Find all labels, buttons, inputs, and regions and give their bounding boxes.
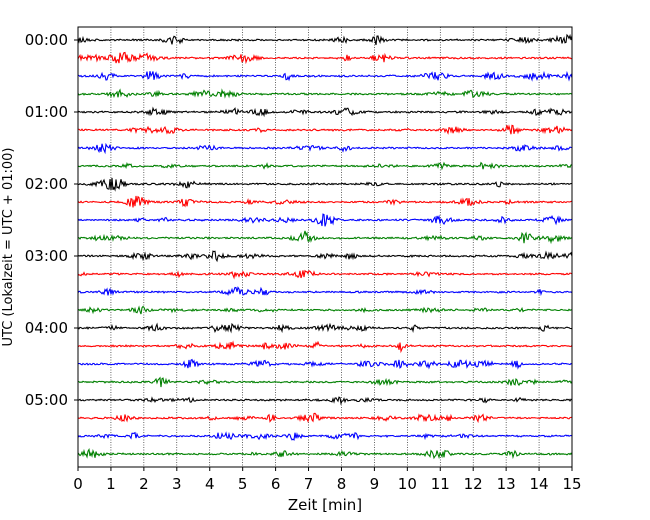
x-tick-label: 14 (530, 475, 549, 493)
y-axis-label: UTC (Lokalzeit = UTC + 01:00) (1, 148, 16, 347)
y-tick-label: 01:00 (25, 103, 68, 121)
trace-0530 (77, 431, 573, 441)
trace-0330 (77, 286, 573, 297)
y-tick-label: 05:00 (25, 391, 68, 409)
trace-0030 (77, 70, 573, 82)
trace-0500 (77, 396, 573, 406)
trace-0400 (77, 322, 573, 334)
x-tick-label: 1 (106, 475, 116, 493)
x-tick-label: 3 (172, 475, 182, 493)
y-axis: 00:00 01:00 02:00 03:00 04:00 05:00 (25, 31, 78, 409)
plot-frame (77, 26, 573, 468)
trace-0315 (77, 269, 573, 280)
trace-0545 (77, 448, 573, 460)
trace-0130 (77, 142, 573, 155)
x-tick-label: 8 (337, 475, 347, 493)
x-tick-label: 7 (304, 475, 314, 493)
x-tick-label: 0 (73, 475, 83, 493)
x-tick-label: 12 (464, 475, 483, 493)
trace-0015 (77, 51, 573, 65)
trace-0100 (77, 106, 573, 118)
trace-0215 (77, 195, 573, 208)
x-tick-label: 9 (370, 475, 380, 493)
plot-background (78, 27, 572, 467)
y-tick-label: 00:00 (25, 31, 68, 49)
trace-0115 (77, 124, 573, 135)
trace-0300 (77, 250, 573, 263)
x-tick-label: 6 (271, 475, 281, 493)
traces (77, 33, 573, 460)
x-tick-label: 13 (497, 475, 516, 493)
x-axis-label: Zeit [min] (288, 496, 362, 514)
trace-0145 (77, 161, 573, 171)
trace-0515 (77, 412, 573, 424)
y-tick-label: 04:00 (25, 319, 68, 337)
trace-0345 (77, 305, 573, 315)
grid-lines (110, 27, 540, 467)
trace-0230 (77, 213, 573, 227)
x-tick-label: 5 (238, 475, 248, 493)
x-tick-label: 11 (431, 475, 450, 493)
x-tick-label: 15 (562, 475, 581, 493)
x-axis: 0 1 2 3 4 5 6 7 8 9 10 11 12 13 14 15 (73, 467, 582, 493)
x-tick-label: 10 (398, 475, 417, 493)
trace-0430 (77, 358, 573, 370)
y-tick-label: 02:00 (25, 175, 68, 193)
trace-0045 (77, 88, 573, 99)
trace-0245 (77, 230, 573, 245)
x-tick-label: 4 (205, 475, 215, 493)
y-tick-label: 03:00 (25, 247, 68, 265)
trace-0415 (77, 340, 573, 354)
trace-0000 (77, 33, 573, 46)
trace-0445 (77, 376, 573, 388)
x-tick-label: 2 (139, 475, 149, 493)
trace-0200 (77, 177, 573, 192)
